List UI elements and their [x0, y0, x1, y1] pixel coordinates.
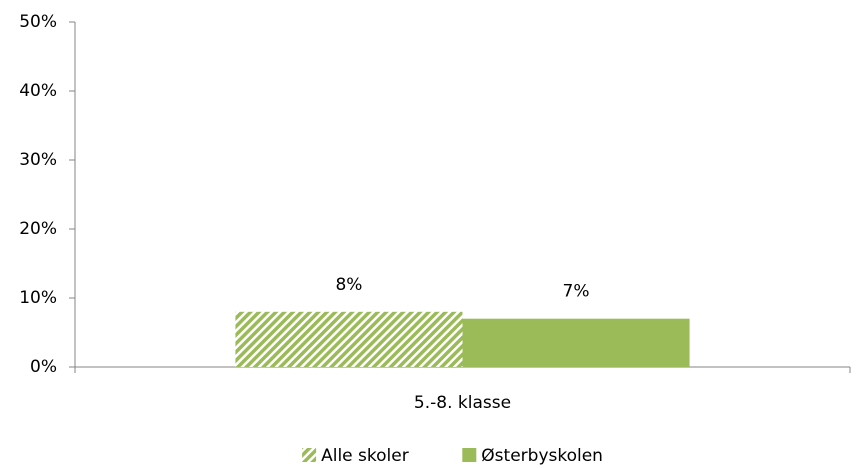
y-tick-label: 10% [19, 288, 57, 308]
legend-label: Østerbyskolen [481, 446, 603, 466]
legend-swatch [302, 448, 317, 462]
bar [235, 311, 463, 367]
data-label: 7% [563, 282, 590, 302]
x-tick-label: 5.-8. klasse [414, 393, 511, 413]
y-tick-label: 50% [19, 12, 57, 32]
y-tick-label: 20% [19, 219, 57, 239]
y-tick-label: 30% [19, 150, 57, 170]
data-label: 8% [335, 275, 362, 295]
y-tick-label: 40% [19, 81, 57, 101]
legend-label: Alle skoler [321, 446, 409, 466]
bar [462, 318, 690, 367]
legend-swatch [462, 448, 477, 462]
y-tick-label: 0% [30, 357, 57, 377]
